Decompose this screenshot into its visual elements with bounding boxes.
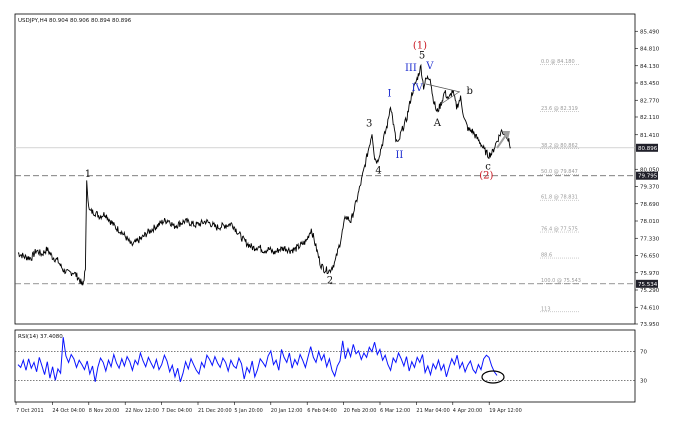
x-tick-label: 8 Nov 20:00	[89, 408, 120, 414]
y-tick-label: 73.950	[640, 322, 660, 328]
wave-label: II	[395, 150, 403, 161]
price-line	[17, 63, 511, 286]
x-tick-label: 24 Oct 04:00	[52, 408, 85, 414]
x-tick-label: 20 Jan 12:00	[271, 408, 303, 414]
fib-label: 50.0 @ 79.847	[541, 169, 578, 175]
y-tick-label: 75.290	[640, 288, 660, 294]
wave-label: b	[467, 86, 473, 97]
x-tick-label: 21 Mar 04:00	[416, 408, 449, 414]
horizontal-levels: 79.795 75.534 80.896	[15, 143, 658, 288]
y-tick-label: 79.370	[640, 185, 660, 191]
wave-label: A	[433, 118, 442, 129]
fib-label: 23.6 @ 82.319	[541, 106, 578, 112]
wedge-lines	[425, 83, 461, 105]
y-tick-label: 78.010	[640, 219, 660, 225]
y-tick-label: 81.410	[640, 133, 660, 139]
price-y-axis: 85.490 84.810 84.130 83.450 82.770 82.110 81.4…	[635, 29, 660, 328]
x-tick-label: 7 Oct 2011	[16, 408, 44, 414]
x-tick-label: 6 Mar 12:00	[380, 408, 410, 414]
fibonacci-levels: 0.0 @ 84.180 23.6 @ 82.319 38.2 @ 80.862 50…	[540, 59, 581, 312]
wave-label: 3	[366, 118, 372, 129]
y-tick-label: 82.110	[640, 115, 660, 121]
y-tick-label: 82.770	[640, 98, 660, 104]
rsi-tick-label: 70	[640, 350, 647, 356]
wave-label: 4	[375, 166, 381, 177]
y-tick-label: 80.050	[640, 167, 660, 173]
y-tick-label: 76.650	[640, 254, 660, 260]
fib-label: 88.6	[541, 253, 552, 259]
projection-arrow	[496, 131, 510, 149]
rsi-pane-frame	[14, 329, 636, 403]
wave-label: 1	[85, 169, 91, 180]
y-tick-label: 83.450	[640, 81, 660, 87]
wave-label: (1)	[413, 41, 427, 52]
y-tick-label: 77.330	[640, 236, 660, 242]
wave-label: I	[388, 89, 392, 100]
level-box	[636, 143, 658, 152]
fib-label: 76.4 @ 77.575	[541, 227, 578, 233]
x-tick-label: 7 Dec 04:00	[162, 408, 192, 414]
rsi-tick-label: 30	[640, 378, 647, 384]
wave-label: 5	[419, 51, 425, 62]
y-tick-label: 85.490	[640, 29, 660, 35]
wave-label: III	[405, 63, 417, 74]
rsi-y-axis: 70 30	[640, 350, 647, 385]
rsi-circle-annotation	[481, 370, 505, 384]
wave-label: 2	[327, 276, 333, 287]
wave-label: IV	[412, 83, 424, 94]
wave-label: (2)	[479, 170, 493, 181]
y-tick-label: 75.970	[640, 271, 660, 277]
x-tick-label: 22 Nov 12:00	[125, 408, 159, 414]
wave-label: c	[485, 161, 491, 172]
y-tick-label: 78.690	[640, 202, 660, 208]
x-tick-label: 5 Jan 20:00	[234, 408, 262, 414]
level-box	[636, 171, 658, 180]
x-tick-label: 21 Dec 20:00	[198, 408, 232, 414]
x-tick-label: 19 Apr 12:00	[489, 408, 522, 414]
rsi-levels	[15, 351, 635, 381]
level-label: 75.534	[638, 282, 658, 288]
rsi-header: RSI(14) 37.4080	[18, 334, 63, 340]
x-tick-label: 20 Feb 20:00	[344, 408, 377, 414]
y-tick-label: 74.610	[640, 305, 660, 311]
y-tick-label: 84.130	[640, 64, 660, 70]
fib-label: 0.0 @ 84.180	[541, 59, 575, 65]
x-tick-label: 4 Apr 20:00	[453, 408, 482, 414]
level-box	[636, 279, 658, 288]
wave-label: V	[425, 61, 434, 72]
fib-label: 100.0 @ 75.543	[541, 278, 581, 284]
fib-label: 38.2 @ 80.862	[541, 143, 578, 149]
level-label: 80.896	[638, 146, 658, 152]
fib-label: 61.8 @ 78.831	[541, 195, 578, 201]
rsi-line	[17, 337, 498, 382]
x-tick-label: 6 Feb 04:00	[307, 408, 337, 414]
price-header: USDJPY,H4 80.904 80.906 80.894 80.896	[18, 18, 132, 24]
level-label: 79.795	[638, 174, 658, 180]
fib-label: 113	[541, 306, 551, 312]
x-axis: 7 Oct 2011 24 Oct 04:00 8 Nov 20:00 22 Nov …	[15, 402, 522, 414]
y-tick-label: 84.810	[640, 47, 660, 53]
